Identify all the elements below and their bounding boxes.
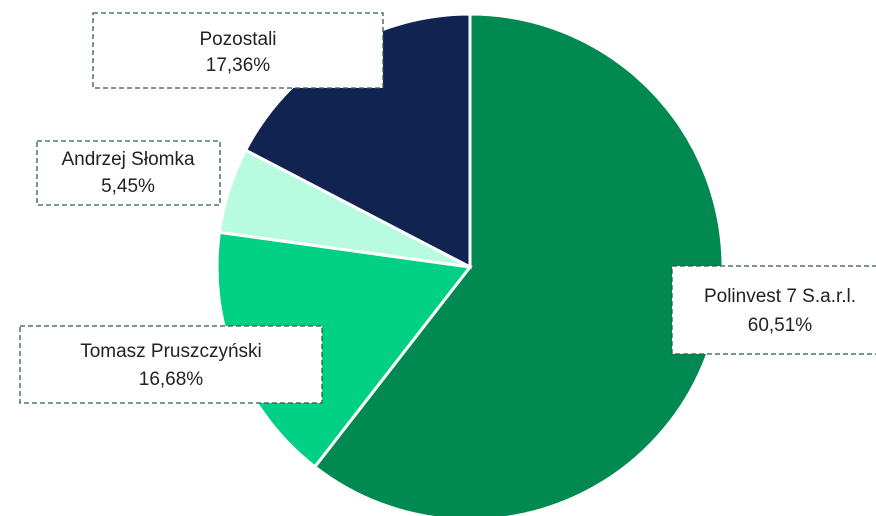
label-box bbox=[671, 265, 876, 355]
slice-label: Andrzej Słomka bbox=[61, 149, 194, 170]
value-label: 60,51% bbox=[748, 315, 813, 336]
label-box bbox=[92, 12, 384, 89]
label-box bbox=[19, 325, 323, 404]
slice-label: Pozostali bbox=[199, 29, 276, 50]
label-box bbox=[36, 140, 221, 206]
value-label: 17,36% bbox=[206, 55, 271, 76]
value-label: 5,45% bbox=[101, 176, 155, 197]
slice-label: Polinvest 7 S.a.r.l. bbox=[704, 286, 856, 307]
value-label: 16,68% bbox=[139, 369, 204, 390]
slice-label: Tomasz Pruszczyński bbox=[80, 341, 262, 362]
